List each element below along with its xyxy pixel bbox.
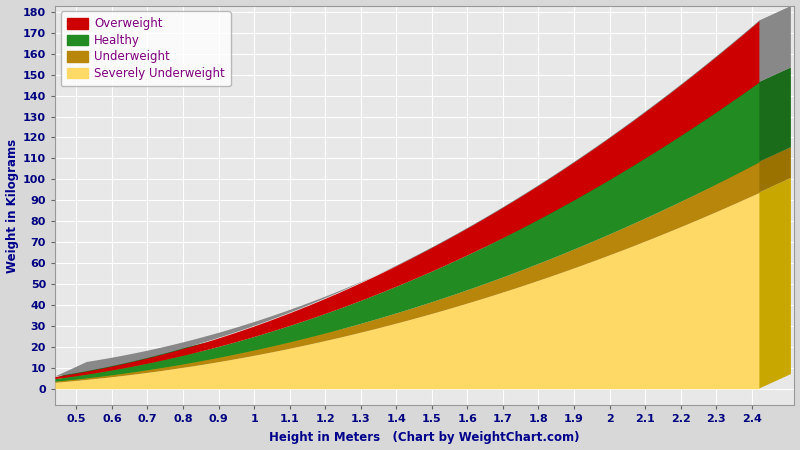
Polygon shape (55, 178, 791, 382)
X-axis label: Height in Meters   (Chart by WeightChart.com): Height in Meters (Chart by WeightChart.c… (270, 432, 580, 445)
Legend: Overweight, Healthy, Underweight, Severely Underweight: Overweight, Healthy, Underweight, Severe… (61, 11, 230, 86)
Polygon shape (759, 6, 791, 82)
Polygon shape (55, 147, 791, 381)
Polygon shape (55, 68, 791, 378)
Polygon shape (759, 68, 791, 162)
Y-axis label: Weight in Kilograms: Weight in Kilograms (6, 139, 18, 273)
Polygon shape (55, 6, 791, 377)
Polygon shape (759, 178, 791, 389)
Polygon shape (759, 147, 791, 193)
